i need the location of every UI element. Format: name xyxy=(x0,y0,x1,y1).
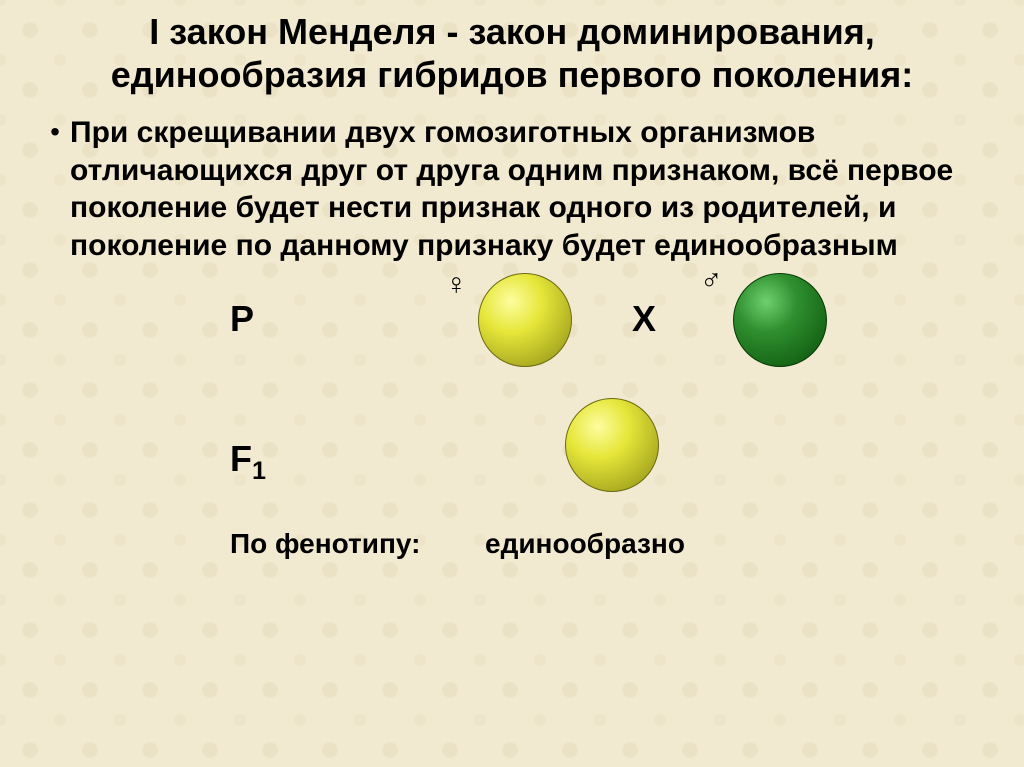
body-row: • При скрещивании двух гомозиготных орга… xyxy=(40,114,984,264)
parent-green-circle xyxy=(733,273,827,367)
slide-title: I закон Менделя - закон доминирования, е… xyxy=(50,10,974,96)
phenotype-label: По фенотипу: xyxy=(230,528,420,560)
label-F1-base: F xyxy=(230,438,252,479)
cross-symbol: X xyxy=(632,298,656,340)
genetics-diagram: P F1 ♀ ♂ X По фенотипу: единообразно xyxy=(40,268,984,588)
label-P: P xyxy=(230,298,254,340)
female-symbol: ♀ xyxy=(445,268,468,302)
label-F1-sub: 1 xyxy=(252,458,266,486)
label-F1: F1 xyxy=(230,438,266,480)
male-symbol: ♂ xyxy=(700,264,723,298)
offspring-yellow-circle xyxy=(565,398,659,492)
bullet-glyph: • xyxy=(40,114,70,149)
body-text: При скрещивании двух гомозиготных органи… xyxy=(70,114,984,264)
phenotype-value: единообразно xyxy=(485,528,685,560)
parent-yellow-circle xyxy=(478,273,572,367)
